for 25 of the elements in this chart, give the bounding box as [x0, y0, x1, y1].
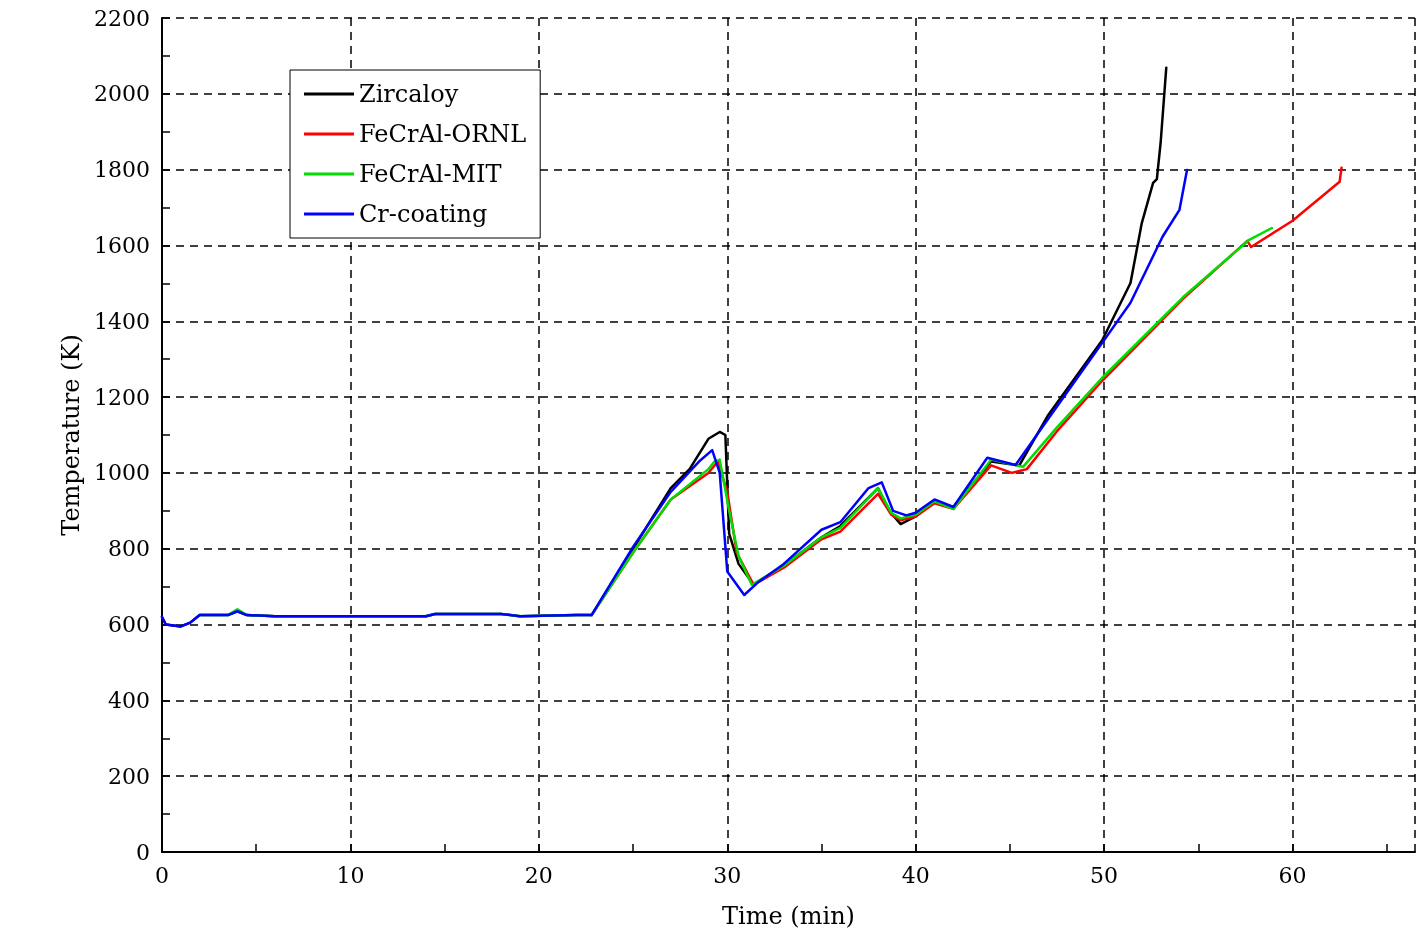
x-tick-label: 60: [1278, 862, 1307, 888]
y-tick-label: 600: [108, 612, 150, 638]
legend-label: Zircaloy: [359, 80, 459, 108]
legend-label: Cr-coating: [359, 200, 488, 228]
y-tick-label: 400: [108, 687, 150, 713]
legend-label: FeCrAl-MIT: [359, 160, 502, 188]
y-tick-label: 1400: [94, 308, 150, 334]
y-tick-label: 0: [136, 839, 150, 865]
y-tick-label: 1000: [94, 460, 150, 486]
x-axis-title: Time (min): [722, 902, 855, 930]
x-tick-label: 40: [901, 862, 930, 888]
legend-label: FeCrAl-ORNL: [359, 120, 527, 148]
y-tick-label: 800: [108, 536, 150, 562]
x-tick-label: 0: [155, 862, 169, 888]
y-tick-label: 1800: [94, 157, 150, 183]
y-tick-label: 1600: [94, 232, 150, 258]
y-tick-label: 200: [108, 763, 150, 789]
x-tick-label: 10: [336, 862, 365, 888]
y-axis-title: Temperature (K): [57, 334, 86, 536]
x-tick-label: 20: [524, 862, 553, 888]
y-tick-label: 1200: [94, 384, 150, 410]
x-tick-label: 50: [1090, 862, 1119, 888]
x-tick-label: 30: [713, 862, 742, 888]
y-tick-label: 2000: [94, 81, 150, 107]
y-tick-label: 2200: [94, 5, 150, 31]
